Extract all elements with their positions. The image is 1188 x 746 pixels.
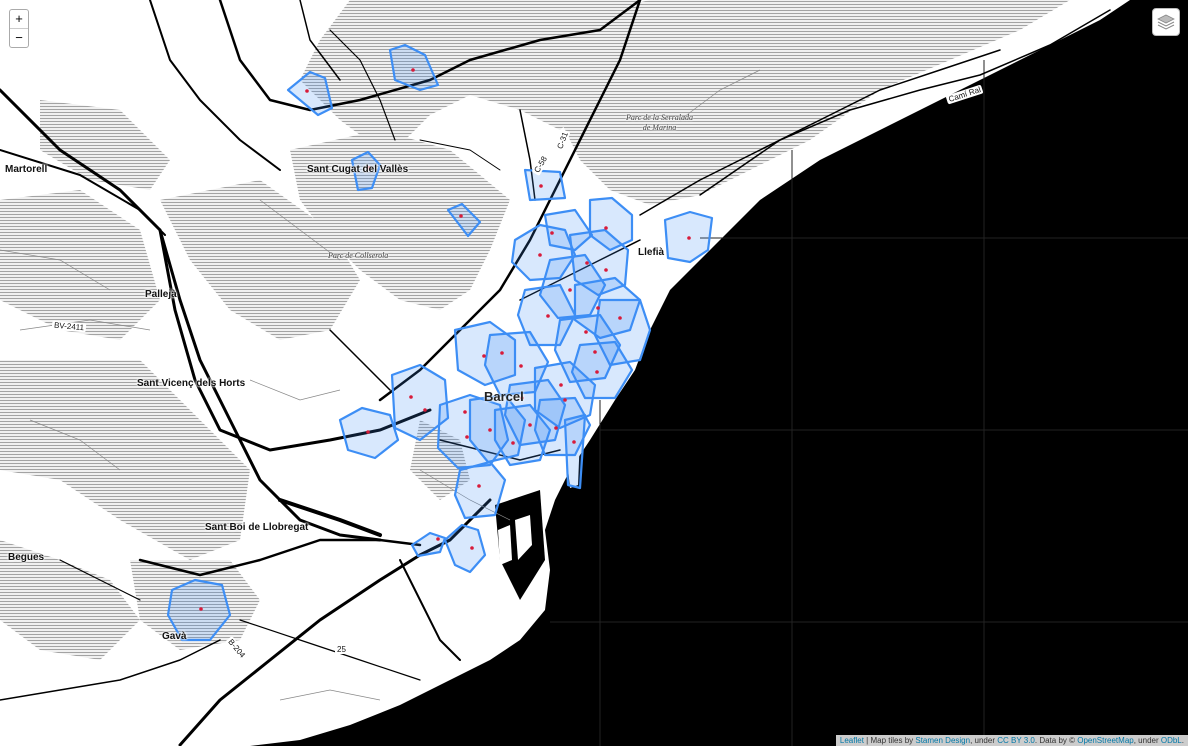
marker-dot (585, 261, 589, 265)
attrib-text: , under (1133, 736, 1161, 745)
place-label-begues: Begues (8, 552, 45, 563)
attribution: Leaflet | Map tiles by Stamen Design, un… (835, 735, 1188, 746)
marker-dot (305, 89, 309, 93)
marker-dot (554, 426, 558, 430)
zoom-in-button[interactable]: + (15, 11, 23, 26)
marker-dot (568, 288, 572, 292)
marker-dot (520, 396, 524, 400)
marker-dot (459, 214, 463, 218)
marker-dot (482, 354, 486, 358)
marker-dot (470, 546, 474, 550)
marker-dot (550, 231, 554, 235)
layers-button[interactable] (1152, 8, 1180, 36)
place-label-martorell: Martorell (5, 164, 48, 175)
hills-layer (0, 0, 1070, 660)
coverage-polygon (468, 393, 527, 464)
coverage-polygon (563, 413, 587, 490)
marker-dot (477, 484, 481, 488)
coverage-polygon (538, 253, 607, 320)
coverage-polygon (588, 196, 634, 252)
coverage-polygon (388, 43, 440, 92)
marker-dot (572, 440, 576, 444)
place-label-sant-boi: Sant Boi de Llobregat (205, 522, 309, 533)
coverage-polygon (166, 578, 232, 642)
park-label-collserola: Parc de Collserola (328, 251, 389, 260)
coverage-polygon (436, 393, 510, 470)
place-label-palleja: Pallejà (145, 289, 177, 300)
marker-dot (595, 370, 599, 374)
place-label-gava: Gavà (162, 631, 187, 642)
marker-dot (528, 423, 532, 427)
marker-dot (366, 430, 370, 434)
coverage-polygon (543, 208, 594, 252)
marker-dot (593, 350, 597, 354)
marker-dot (546, 314, 550, 318)
marker-dot (687, 236, 691, 240)
coverage-polygon (510, 223, 577, 282)
marker-dot (618, 316, 622, 320)
coverage-polygon (350, 150, 382, 192)
marker-dot (488, 428, 492, 432)
coverage-polygon (570, 340, 634, 400)
marker-dot (563, 398, 567, 402)
marker-dot (436, 537, 440, 541)
osm-link[interactable]: OpenStreetMap (1077, 736, 1134, 745)
coverage-polygon (446, 202, 482, 238)
marker-dot (604, 226, 608, 230)
coverage-polygon (516, 283, 577, 347)
zoom-out-button[interactable]: − (10, 28, 28, 47)
coverage-polygon (533, 396, 592, 457)
attrib-text: . Data by © (1034, 736, 1078, 745)
marker-dot (596, 306, 600, 310)
marker-dot (199, 607, 203, 611)
stamen-link[interactable]: Stamen Design (915, 736, 971, 745)
marker-dot (511, 441, 515, 445)
marker-dot (411, 68, 415, 72)
marker-dot (519, 364, 523, 368)
odbl-link[interactable]: ODbL (1160, 736, 1182, 745)
zoom-control: + − (9, 9, 29, 48)
marker-dot (604, 268, 608, 272)
marker-dot (539, 184, 543, 188)
marker-dot (423, 408, 427, 412)
place-label-sant-vicenc: Sant Vicenç dels Horts (137, 378, 246, 389)
marker-dot (465, 435, 469, 439)
coverage-polygon (573, 276, 642, 340)
park-label-serralada: Parc de la Serralada de Marina (626, 113, 694, 132)
attrib-text: , under (970, 736, 998, 745)
coverage-polygon (410, 531, 447, 558)
marker-dot (463, 410, 467, 414)
leaflet-link[interactable]: Leaflet (839, 736, 864, 745)
coverage-polygon (443, 523, 487, 574)
marker-dot (409, 395, 413, 399)
coverage-polygon (453, 320, 517, 387)
place-label-llefia: Llefià (638, 247, 665, 258)
marker-dot (500, 351, 504, 355)
marker-dot (584, 330, 588, 334)
city-label-barcelona: Barcel (484, 389, 524, 404)
marker-dot (559, 383, 563, 387)
coverage-polygon (453, 460, 507, 520)
sea-area (250, 0, 1188, 746)
marker-dot (367, 166, 371, 170)
layers-icon (1157, 14, 1175, 30)
coverage-polygon (523, 168, 567, 202)
marker-dot (538, 253, 542, 257)
ccby-link[interactable]: CC BY 3.0 (997, 736, 1035, 745)
coverage-polygon (593, 298, 652, 367)
road-label-25: 25 (335, 645, 348, 654)
place-label-sant-cugat: Sant Cugat del Vallès (307, 164, 409, 175)
coverage-polygon (553, 313, 622, 384)
attrib-text: | Map tiles by (863, 736, 916, 745)
coverage-polygon (286, 70, 334, 117)
